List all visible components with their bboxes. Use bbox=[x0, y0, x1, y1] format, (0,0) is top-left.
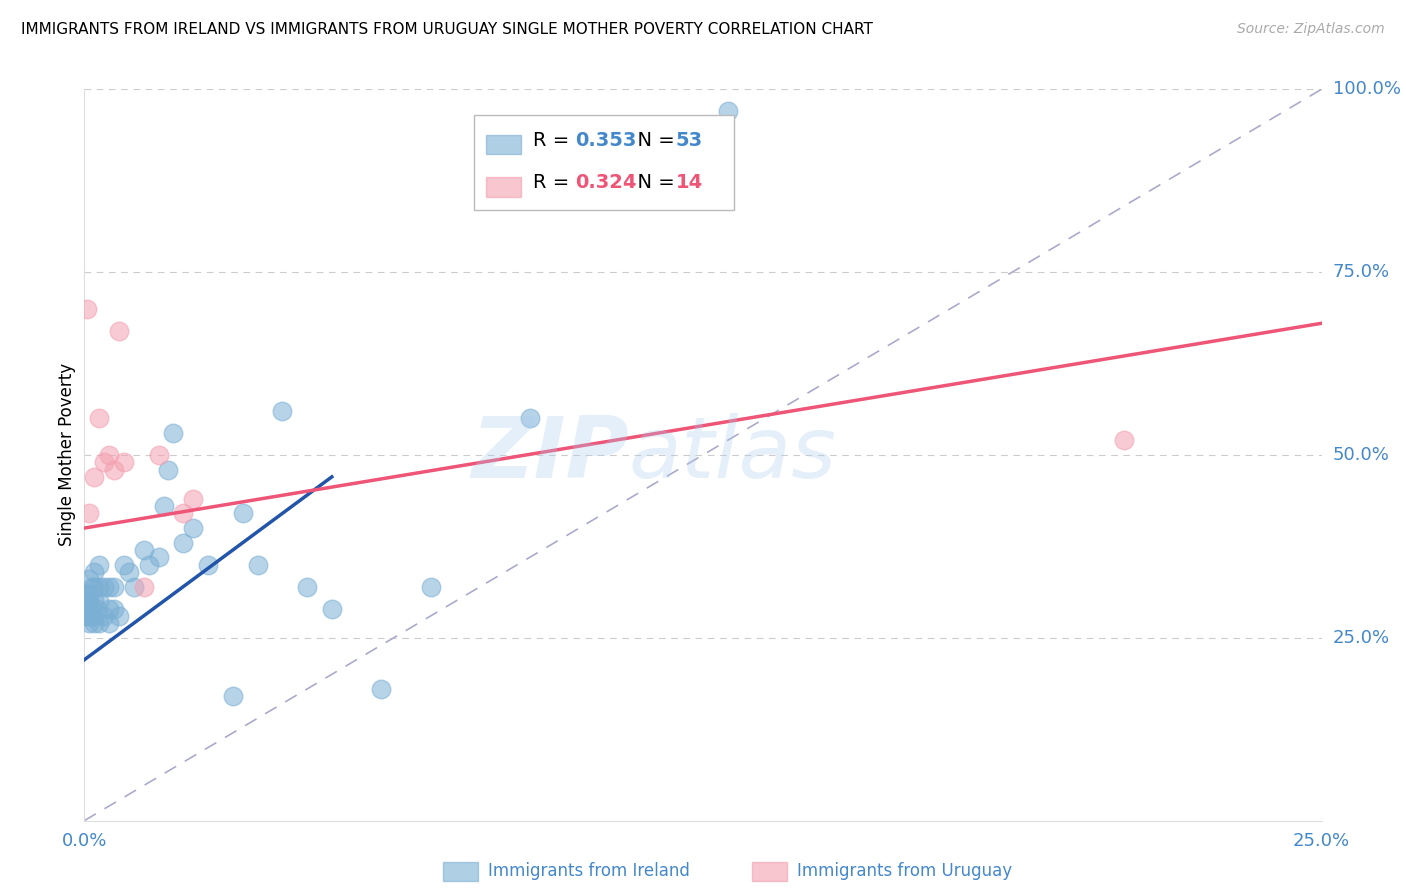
Point bbox=[98, 616, 121, 631]
Point bbox=[1112, 434, 1135, 448]
Point bbox=[83, 580, 105, 594]
Text: 53: 53 bbox=[676, 131, 703, 150]
Point bbox=[76, 594, 98, 608]
Text: 0.324: 0.324 bbox=[575, 173, 637, 193]
Point bbox=[162, 425, 184, 440]
Text: N =: N = bbox=[626, 131, 681, 150]
Point bbox=[271, 404, 294, 418]
Point bbox=[132, 543, 155, 558]
Text: 75.0%: 75.0% bbox=[1333, 263, 1391, 281]
Point bbox=[112, 455, 135, 469]
Point bbox=[132, 580, 155, 594]
Text: Immigrants from Ireland: Immigrants from Ireland bbox=[488, 863, 690, 880]
Point bbox=[321, 601, 343, 615]
Point bbox=[86, 601, 108, 615]
Point bbox=[76, 301, 98, 316]
Point bbox=[172, 507, 194, 521]
Point bbox=[76, 594, 98, 608]
Point bbox=[79, 608, 101, 623]
Point bbox=[89, 558, 111, 572]
Point bbox=[76, 587, 98, 601]
Text: 100.0%: 100.0% bbox=[1333, 80, 1400, 98]
Point bbox=[222, 690, 245, 704]
Point bbox=[370, 681, 392, 696]
Text: Source: ZipAtlas.com: Source: ZipAtlas.com bbox=[1237, 22, 1385, 37]
Point bbox=[138, 558, 160, 572]
Point bbox=[98, 580, 121, 594]
Text: 50.0%: 50.0% bbox=[1333, 446, 1389, 464]
Text: N =: N = bbox=[626, 173, 681, 193]
Point bbox=[80, 608, 103, 623]
Point bbox=[93, 608, 115, 623]
Point bbox=[108, 608, 131, 623]
Point bbox=[79, 507, 101, 521]
Point bbox=[295, 580, 318, 594]
Point bbox=[148, 448, 170, 462]
Point bbox=[79, 594, 101, 608]
Text: 25.0%: 25.0% bbox=[1333, 629, 1391, 647]
Point bbox=[717, 104, 740, 119]
Point bbox=[98, 601, 121, 615]
Text: R =: R = bbox=[533, 173, 576, 193]
Text: atlas: atlas bbox=[628, 413, 837, 497]
Point bbox=[76, 601, 98, 615]
Point bbox=[80, 580, 103, 594]
Point bbox=[83, 470, 105, 484]
Point bbox=[246, 558, 269, 572]
Point bbox=[98, 448, 121, 462]
Point bbox=[112, 558, 135, 572]
Point bbox=[93, 580, 115, 594]
Point bbox=[152, 499, 174, 513]
Point bbox=[103, 580, 125, 594]
Point bbox=[419, 580, 441, 594]
Point bbox=[83, 608, 105, 623]
Point bbox=[181, 491, 204, 506]
FancyBboxPatch shape bbox=[474, 115, 734, 210]
Point bbox=[148, 550, 170, 565]
Point bbox=[83, 565, 105, 579]
Point bbox=[108, 324, 131, 338]
Point bbox=[181, 521, 204, 535]
Text: R =: R = bbox=[533, 131, 576, 150]
Point bbox=[89, 411, 111, 425]
Text: IMMIGRANTS FROM IRELAND VS IMMIGRANTS FROM URUGUAY SINGLE MOTHER POVERTY CORRELA: IMMIGRANTS FROM IRELAND VS IMMIGRANTS FR… bbox=[21, 22, 873, 37]
Point bbox=[197, 558, 219, 572]
Point bbox=[103, 462, 125, 476]
Point bbox=[79, 587, 101, 601]
Point bbox=[83, 594, 105, 608]
Text: Immigrants from Uruguay: Immigrants from Uruguay bbox=[797, 863, 1012, 880]
FancyBboxPatch shape bbox=[486, 178, 522, 197]
Point bbox=[232, 507, 254, 521]
Text: ZIP: ZIP bbox=[471, 413, 628, 497]
Point bbox=[93, 455, 115, 469]
Point bbox=[89, 580, 111, 594]
Point bbox=[76, 608, 98, 623]
Point bbox=[519, 411, 541, 425]
Point bbox=[172, 535, 194, 549]
Point bbox=[89, 594, 111, 608]
Point bbox=[79, 572, 101, 586]
Text: 0.353: 0.353 bbox=[575, 131, 637, 150]
Point bbox=[103, 601, 125, 615]
Point bbox=[80, 601, 103, 615]
Point bbox=[122, 580, 145, 594]
Point bbox=[118, 565, 141, 579]
Point bbox=[157, 462, 180, 476]
Y-axis label: Single Mother Poverty: Single Mother Poverty bbox=[58, 363, 76, 547]
Point bbox=[83, 616, 105, 631]
FancyBboxPatch shape bbox=[486, 135, 522, 154]
Point bbox=[89, 616, 111, 631]
Point bbox=[79, 616, 101, 631]
Text: 14: 14 bbox=[676, 173, 703, 193]
